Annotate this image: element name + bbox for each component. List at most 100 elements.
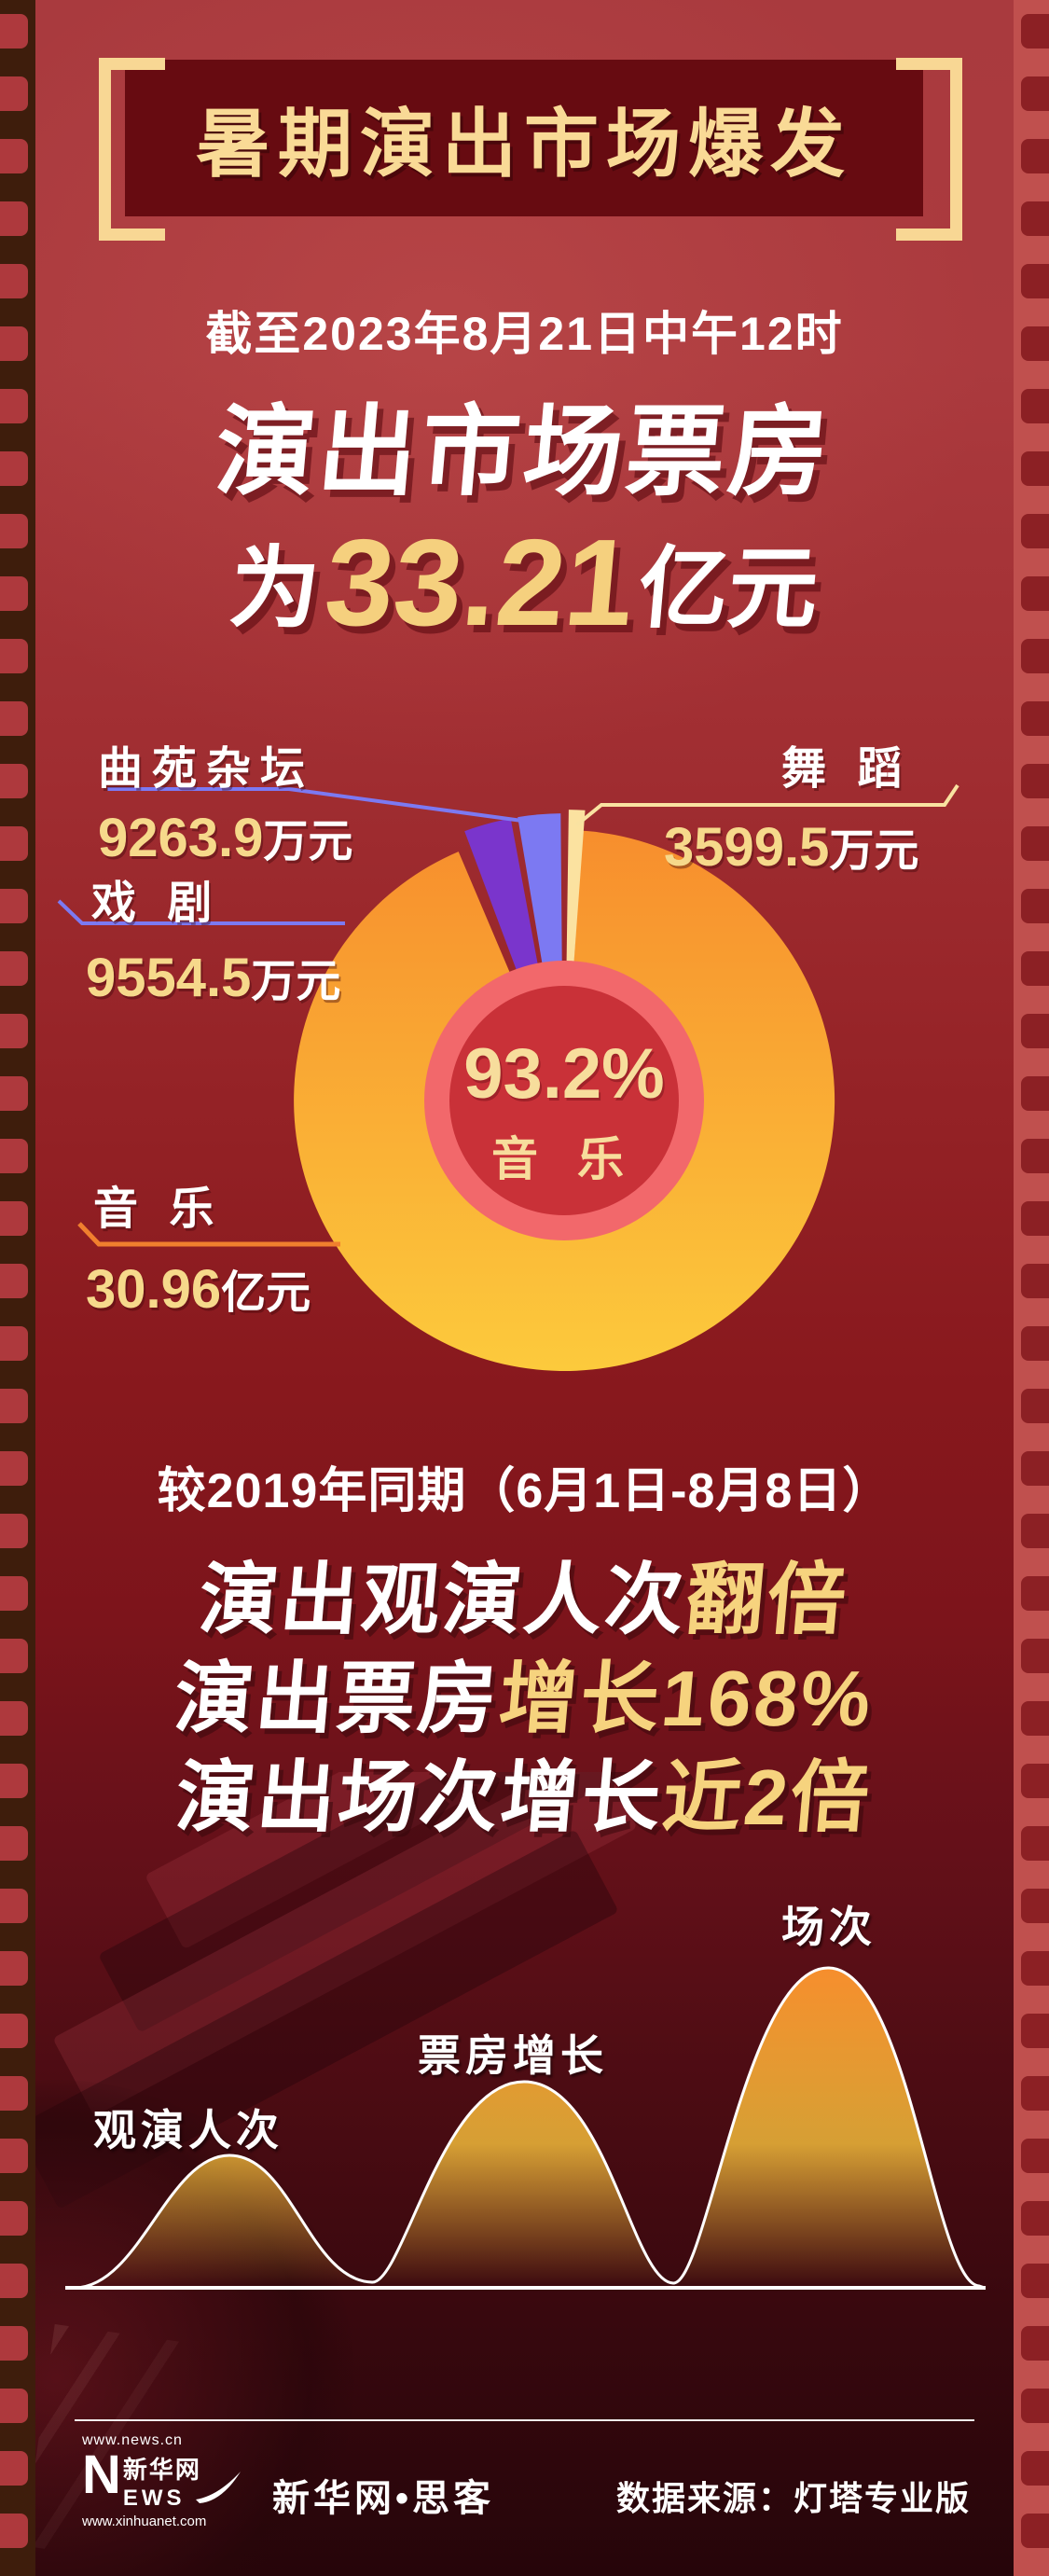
film-perforation xyxy=(0,326,28,361)
film-perforation xyxy=(0,1951,28,1986)
film-perforation xyxy=(1021,2326,1049,2361)
stat-line-boxoffice: 演出票房增长168% xyxy=(171,1655,877,1742)
film-perforation xyxy=(0,1514,28,1548)
leader-quyi xyxy=(107,787,523,823)
peaks-area xyxy=(65,1966,986,2290)
film-perforation xyxy=(0,201,28,236)
date-line: 截至2023年8月21日中午12时 xyxy=(205,308,844,360)
logo-url-top: www.news.cn xyxy=(82,2432,183,2448)
film-perforation xyxy=(1021,1826,1049,1861)
film-perforation xyxy=(0,639,28,673)
film-perforation xyxy=(0,1764,28,1798)
film-strip-right xyxy=(1014,0,1049,2576)
film-perforation xyxy=(0,1014,28,1048)
film-perforation xyxy=(1021,2514,1049,2548)
film-perforation xyxy=(0,2076,28,2111)
film-perforation xyxy=(1021,2451,1049,2486)
label-dance: 舞 蹈 xyxy=(781,744,912,794)
peak-label-attendance: 观演人次 xyxy=(93,2106,283,2154)
amount-unit: 亿元 xyxy=(634,538,822,639)
film-perforation xyxy=(0,701,28,736)
donut-callout-lines xyxy=(57,783,959,1247)
film-perforation xyxy=(1021,514,1049,548)
footer-brand: 新华网•思客 xyxy=(272,2478,495,2519)
film-perforation xyxy=(1021,2389,1049,2423)
peaks-chart xyxy=(65,1966,986,2290)
film-perforation xyxy=(1021,1701,1049,1736)
film-perforation xyxy=(0,76,28,111)
film-perforation xyxy=(1021,76,1049,111)
donut-inner-circle xyxy=(449,986,679,1215)
film-perforation xyxy=(1021,451,1049,486)
leader-dance xyxy=(574,783,959,827)
film-perforation xyxy=(1021,2076,1049,2111)
film-perforation xyxy=(0,826,28,861)
stat-line-shows: 演出场次增长近2倍 xyxy=(172,1753,876,1841)
film-perforation xyxy=(1021,764,1049,798)
film-perforation xyxy=(1021,1264,1049,1298)
peak-label-boxoffice: 票房增长 xyxy=(418,2031,608,2080)
film-perforation xyxy=(0,889,28,923)
film-perforation xyxy=(1021,576,1049,611)
amount-value: 33.21 xyxy=(319,514,641,651)
film-perforation xyxy=(0,451,28,486)
film-perforation xyxy=(0,14,28,48)
film-perforation xyxy=(0,576,28,611)
film-perforation xyxy=(0,1639,28,1673)
film-perforation xyxy=(0,2514,28,2548)
film-perforation xyxy=(0,2201,28,2236)
footer-divider xyxy=(75,2419,974,2421)
film-perforation xyxy=(0,951,28,986)
value-drama: 9554.5万元 xyxy=(86,948,341,1008)
film-perforation xyxy=(1021,1514,1049,1548)
label-music: 音 乐 xyxy=(93,1184,224,1234)
label-drama: 戏 剧 xyxy=(91,879,222,928)
logo-swoosh-icon xyxy=(195,2472,241,2503)
film-perforation xyxy=(0,1826,28,1861)
film-perforation xyxy=(0,139,28,173)
film-perforation xyxy=(0,1076,28,1111)
film-perforation xyxy=(1021,1764,1049,1798)
film-perforation xyxy=(1021,1451,1049,1486)
stat-line-attendance: 演出观演人次翻倍 xyxy=(195,1556,853,1643)
film-perforation xyxy=(0,1889,28,1923)
film-perforation xyxy=(0,1451,28,1486)
logo-mark: N 新华网 EWS xyxy=(82,2447,244,2512)
film-perforation xyxy=(1021,1639,1049,1673)
film-perforation xyxy=(1021,1076,1049,1111)
film-perforation xyxy=(0,1326,28,1361)
film-perforation xyxy=(1021,1201,1049,1236)
film-perforation xyxy=(0,2451,28,2486)
film-perforation xyxy=(1021,1951,1049,1986)
label-quyi: 曲苑杂坛 xyxy=(98,744,315,794)
film-perforation xyxy=(1021,14,1049,48)
film-perforation xyxy=(1021,1576,1049,1611)
banner-bracket-right xyxy=(896,58,962,241)
donut-center-label: 音 乐 xyxy=(491,1133,637,1185)
peak-label-shows: 场次 xyxy=(781,1903,876,1951)
film-perforation xyxy=(0,1701,28,1736)
film-perforation xyxy=(1021,701,1049,736)
film-perforation xyxy=(0,2014,28,2048)
banner: 暑期演出市场爆发 xyxy=(125,60,923,216)
film-perforation xyxy=(1021,2201,1049,2236)
value-dance: 3599.5万元 xyxy=(664,817,919,878)
donut-center-percent: 93.2% xyxy=(463,1034,665,1114)
film-perforation xyxy=(1021,889,1049,923)
film-perforation xyxy=(1021,2014,1049,2048)
amount-prefix: 为 xyxy=(226,538,324,639)
film-perforation xyxy=(0,1389,28,1423)
film-perforation xyxy=(0,1264,28,1298)
film-perforation xyxy=(1021,1139,1049,1173)
film-perforation xyxy=(1021,139,1049,173)
film-perforation xyxy=(0,2264,28,2298)
film-perforation xyxy=(0,2139,28,2173)
film-perforation xyxy=(0,764,28,798)
film-perforation xyxy=(0,1139,28,1173)
amount-line: 为 33.21 亿元 xyxy=(0,514,1049,651)
xinhuanet-logo: www.news.cn N 新华网 EWS www.xinhuanet.com xyxy=(82,2432,244,2529)
film-perforation xyxy=(1021,951,1049,986)
value-quyi: 9263.9万元 xyxy=(98,808,353,868)
film-perforation xyxy=(1021,639,1049,673)
comparison-intro: 较2019年同期（6月1日-8月8日） xyxy=(157,1464,892,1518)
